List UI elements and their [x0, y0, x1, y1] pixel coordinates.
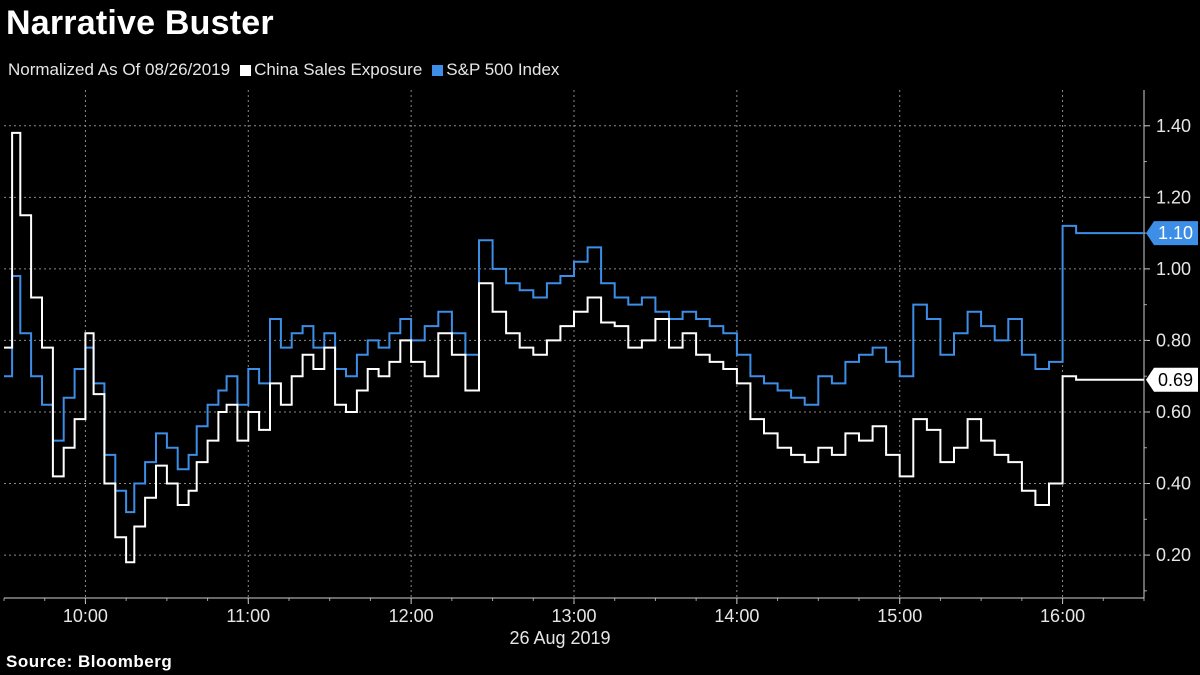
y-tick-label: 1.20: [1156, 187, 1191, 207]
y-tick-label: 0.40: [1156, 474, 1191, 494]
last-value-label-china: 0.69: [1158, 370, 1193, 390]
axes: 10:00 11:00 12:00 13:00 14:00 15:00 16:00 0.20 0…: [3, 90, 1191, 626]
y-tick-label: 1.40: [1156, 116, 1191, 136]
legend-swatch-china: [240, 64, 252, 76]
x-tick-label: 15:00: [877, 606, 922, 626]
y-tick-label: 1.00: [1156, 259, 1191, 279]
x-axis-label: 26 Aug 2019: [509, 628, 610, 648]
y-tick-label: 0.60: [1156, 402, 1191, 422]
x-tick-label: 11:00: [226, 606, 270, 626]
value-labels: 1.10 0.69: [1146, 221, 1198, 392]
legend-label-china: China Sales Exposure: [254, 60, 423, 79]
x-tick-label: 14:00: [714, 606, 759, 626]
source-note: Source: Bloomberg: [6, 652, 173, 671]
grid-lines: [4, 90, 1144, 598]
chart-title: Narrative Buster: [6, 4, 274, 42]
legend-subtitle: Normalized As Of 08/26/2019: [8, 60, 231, 79]
x-tick-label: 10:00: [63, 606, 108, 626]
last-value-tag-china: [1146, 367, 1198, 392]
series-line-sp500-index: [4, 224, 1144, 514]
legend-swatch-sp500: [432, 64, 444, 76]
x-tick-label: 16:00: [1040, 606, 1085, 626]
legend-label-sp500: S&P 500 Index: [446, 60, 560, 79]
last-value-label-sp500: 1.10: [1158, 223, 1193, 243]
legend: Normalized As Of 08/26/2019 China Sales …: [8, 60, 559, 80]
x-tick-label: 12:00: [389, 606, 434, 626]
series-line-china-sales-exposure: [4, 131, 1144, 564]
y-tick-label: 0.80: [1156, 330, 1191, 350]
x-tick-label: 13:00: [551, 606, 596, 626]
y-tick-label: 0.20: [1156, 545, 1191, 565]
series-lines: [4, 131, 1144, 564]
last-value-tag-sp500: [1146, 221, 1198, 246]
